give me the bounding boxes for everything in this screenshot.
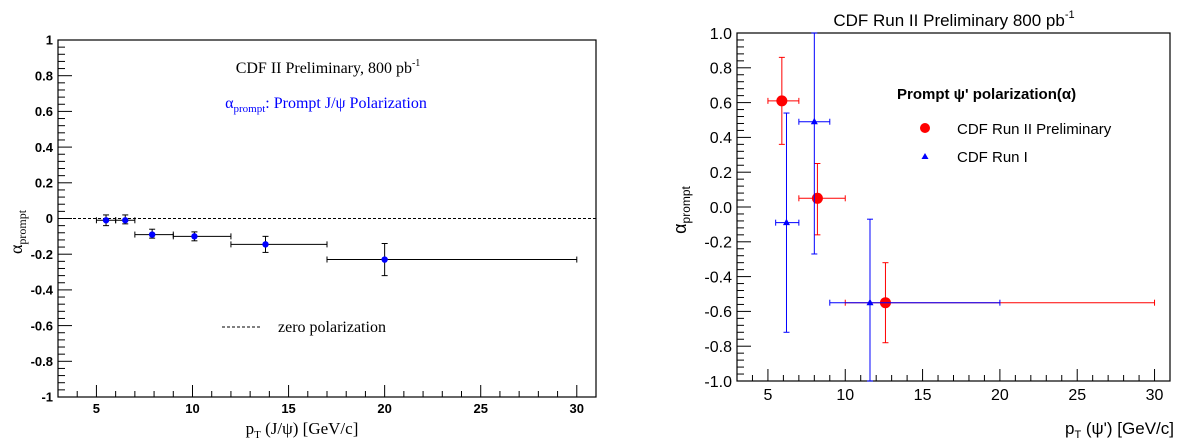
left-y-tick-label: 1 [46,33,53,48]
left-chart: 5 10 15 20 25 30 -1 -0.8 -0.6 -0.4 -0.2 0 0.2 0.4 0.6 0… [6,33,597,441]
right-data-point-triangle [866,298,874,306]
right-y-tick-label: 0.6 [710,95,732,112]
right-data-point [811,192,823,204]
left-x-tick-label: 30 [570,401,584,416]
right-x-tick-label: 15 [914,387,932,404]
left-x-tick-label: 20 [377,401,391,416]
left-data-point [122,217,129,224]
right-y-tick-label: -0.4 [704,269,732,286]
right-y-axis-label: αprompt [670,185,693,233]
right-x-axis-label: pT (ψ') [GeV/c] [1065,419,1174,441]
left-x-tick-label: 10 [185,401,199,416]
left-data-point [262,241,269,248]
left-data-point [102,217,110,224]
left-x-tick-label: 15 [281,401,295,416]
left-y-tick-label: -0.6 [31,318,53,333]
right-data-point-triangle [810,117,818,125]
right-y-tick-label: 0.8 [710,61,732,78]
left-data-point [148,231,156,238]
left-data-marks [95,214,578,277]
right-x-tick-label: 30 [1146,387,1164,404]
right-y-tick-label: 1.0 [710,26,732,43]
right-y-tick-label: -0.8 [704,339,732,356]
left-chart-title: CDF II Preliminary, 800 pb-1 [236,58,421,77]
right-y-tick-label: -1.0 [704,374,732,391]
right-legend-marker-run1 [921,153,929,159]
right-axis-ticks: 5 10 15 20 25 30 -1.0 -0.8 -0.6 -0.4 -0.2 0.0 0.2 0.4… [704,26,1171,404]
left-data-point [191,233,198,240]
left-y-tick-label: -0.4 [31,283,54,298]
left-axis-ticks: 5 10 15 20 25 30 -1 -0.8 -0.6 -0.4 -0.2 0 0.2 0.4 0.6 0… [31,33,597,416]
left-y-tick-label: 0.8 [35,68,53,83]
right-data-marks [767,32,1156,382]
left-chart-subtitle: αprompt: Prompt J/ψ Polarization [225,95,427,115]
right-x-tick-label: 10 [836,387,854,404]
right-data-point-triangle [782,218,790,226]
right-y-tick-label: 0.0 [710,200,732,217]
right-y-tick-label: 0.2 [710,165,732,182]
right-y-tick-label: 0.4 [710,130,732,147]
left-y-tick-label: 0.2 [35,175,53,190]
right-legend-marker-run2 [920,123,930,133]
left-x-tick-label: 25 [473,401,487,416]
left-data-point [381,256,388,263]
right-x-tick-label: 25 [1068,387,1086,404]
left-x-tick-label: 5 [93,401,100,416]
right-x-tick-label: 20 [991,387,1009,404]
left-y-tick-label: 0.6 [35,104,53,119]
right-x-tick-label: 5 [763,387,772,404]
left-y-tick-label: -0.2 [31,247,53,262]
left-y-tick-label: -1 [41,390,53,405]
left-y-tick-label: 0 [46,211,53,226]
right-y-tick-label: -0.2 [704,235,732,252]
right-chart: 5 10 15 20 25 30 -1.0 -0.8 -0.6 -0.4 -0.2 0.0 0.2 0.4… [670,9,1174,441]
right-y-tick-label: -0.6 [704,304,732,321]
left-y-tick-label: 0.4 [35,140,54,155]
left-y-tick-label: -0.8 [31,354,53,369]
right-legend-title: Prompt ψ' polarization(α) [897,86,1076,103]
right-legend-label-run1: CDF Run I [957,149,1028,166]
left-legend-label: zero polarization [278,319,386,336]
right-data-point [776,95,788,107]
left-x-axis-label: pT (J/ψ) [GeV/c] [246,419,359,441]
left-y-axis-label: αprompt [6,209,29,254]
right-legend-label-run2: CDF Run II Preliminary [957,121,1112,138]
right-chart-title: CDF Run II Preliminary 800 pb-1 [833,9,1074,30]
